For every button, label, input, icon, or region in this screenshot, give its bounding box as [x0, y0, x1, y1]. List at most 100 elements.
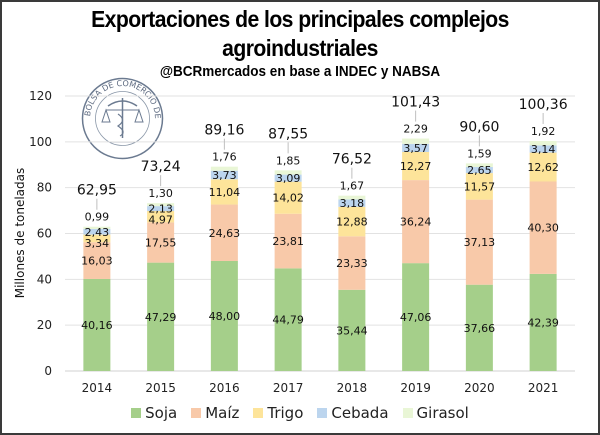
total-label: 101,43: [391, 95, 440, 111]
data-label-trigo: 3,34: [85, 237, 110, 250]
data-label-soja: 47,06: [400, 311, 432, 324]
bar-soja-2015: [147, 262, 175, 371]
bar-trigo-2015: [147, 211, 175, 223]
data-label-maíz: 16,03: [81, 255, 113, 268]
bar-girasol-2015: [147, 203, 175, 207]
chart-title-line1: Exportaciones de los principales complej…: [91, 6, 509, 32]
legend-swatch: [317, 408, 328, 418]
y-tick-label: 80: [37, 181, 52, 195]
y-tick-label: 0: [44, 364, 52, 378]
bar-maíz-2017: [274, 213, 302, 269]
legend-label: Girasol: [416, 404, 469, 422]
bar-stack-2018: 35,44 23,33 12,88 3,18 1,67 76,52: [332, 152, 372, 371]
data-label-cebada: 3,14: [531, 143, 556, 156]
data-label-cebada: 2,13: [148, 203, 173, 216]
data-label-maíz: 24,63: [209, 227, 241, 240]
x-tick-label: 2015: [145, 381, 176, 395]
x-tick-label: 2020: [464, 381, 495, 395]
x-tick-label: 2017: [273, 381, 304, 395]
bar-soja-2014: [83, 278, 111, 371]
bcr-seal-logo-icon: BOLSA DE COMERCIO DE ROSARIO: [80, 76, 164, 160]
bar-cebada-2021: [529, 145, 557, 153]
bar-maíz-2015: [147, 222, 175, 263]
bar-cebada-2018: [338, 199, 366, 207]
bar-trigo-2018: [338, 206, 366, 237]
bar-cebada-2020: [465, 167, 493, 174]
total-label: 76,52: [332, 152, 372, 168]
data-label-cebada: 3,57: [403, 142, 428, 155]
bar-stack-2019: 47,06 36,24 12,27 3,57 2,29 101,43: [391, 95, 440, 371]
data-label-cebada: 3,73: [212, 169, 237, 182]
y-tick-label: 20: [37, 318, 52, 332]
bar-maíz-2014: [83, 242, 111, 279]
bar-maíz-2016: [210, 204, 238, 261]
legend-swatch: [131, 408, 142, 418]
data-label-trigo: 12,62: [527, 161, 559, 174]
data-label-soja: 44,79: [272, 314, 304, 327]
bar-trigo-2016: [210, 179, 238, 205]
bar-stack-2017: 44,79 23,81 14,02 3,09 1,85 87,55: [268, 126, 308, 371]
data-label-girasol: 1,30: [148, 187, 173, 200]
legend-item-soja: Soja: [131, 404, 177, 422]
bar-cebada-2015: [147, 206, 175, 212]
chart-legend: Soja Maíz Trigo Cebada Girasol: [0, 404, 600, 422]
chart-title-line2: agroindustriales: [222, 35, 378, 61]
data-label-cebada: 3,18: [340, 197, 365, 210]
data-label-maíz: 40,30: [527, 222, 559, 235]
data-label-cebada: 2,65: [467, 164, 492, 177]
bar-girasol-2020: [465, 163, 493, 168]
legend-label: Soja: [145, 404, 178, 422]
bar-trigo-2021: [529, 152, 557, 182]
data-label-girasol: 1,92: [531, 125, 556, 138]
y-tick-label: 40: [37, 272, 52, 286]
data-label-trigo: 12,88: [336, 216, 368, 229]
bar-girasol-2021: [529, 140, 557, 146]
bar-soja-2019: [402, 263, 430, 371]
bar-maíz-2021: [529, 181, 557, 274]
bar-trigo-2014: [83, 234, 111, 243]
bar-girasol-2014: [83, 226, 111, 230]
chart-subtitle: @BCRmercados en base a INDEC y NABSA: [159, 63, 441, 80]
bar-trigo-2019: [402, 151, 430, 181]
bar-stack-2020: 37,66 37,13 11,57 2,65 1,59 90,60: [459, 119, 499, 371]
data-label-soja: 48,00: [209, 310, 241, 323]
bar-soja-2016: [210, 261, 238, 371]
legend-swatch: [402, 408, 413, 418]
data-label-maíz: 23,33: [336, 257, 368, 270]
y-tick-label: 60: [37, 227, 52, 241]
data-label-maíz: 17,55: [145, 237, 177, 250]
bar-girasol-2019: [402, 138, 430, 144]
bar-soja-2021: [529, 273, 557, 371]
legend-item-cebada: Cebada: [317, 404, 389, 422]
legend-item-girasol: Girasol: [402, 404, 469, 422]
data-label-maíz: 23,81: [272, 235, 304, 248]
y-tick-label: 100: [29, 135, 52, 149]
data-label-trigo: 12,27: [400, 160, 432, 173]
x-tick-label: 2019: [400, 381, 431, 395]
legend-item-trigo: Trigo: [253, 404, 303, 422]
total-label: 100,36: [519, 97, 568, 113]
total-label: 87,55: [268, 126, 308, 142]
legend-label: Cebada: [331, 404, 389, 422]
data-label-trigo: 14,02: [272, 192, 304, 205]
data-label-soja: 35,44: [336, 324, 368, 337]
bar-girasol-2016: [210, 166, 238, 171]
data-label-girasol: 1,59: [467, 147, 492, 160]
bar-soja-2018: [338, 289, 366, 371]
data-label-girasol: 2,29: [403, 123, 428, 136]
total-label: 73,24: [141, 159, 181, 175]
total-label: 62,95: [77, 183, 117, 199]
legend-item-maíz: Maíz: [191, 404, 239, 422]
bar-cebada-2019: [402, 143, 430, 152]
data-label-cebada: 3,09: [276, 172, 301, 185]
data-label-girasol: 0,99: [85, 211, 110, 224]
bar-maíz-2020: [465, 199, 493, 285]
data-label-maíz: 36,24: [400, 216, 432, 229]
data-label-girasol: 1,85: [276, 154, 301, 167]
legend-label: Trigo: [267, 404, 304, 422]
bar-cebada-2014: [83, 229, 111, 235]
legend-label: Maíz: [205, 404, 240, 422]
y-tick-label: 120: [29, 89, 52, 103]
x-tick-label: 2016: [209, 381, 240, 395]
